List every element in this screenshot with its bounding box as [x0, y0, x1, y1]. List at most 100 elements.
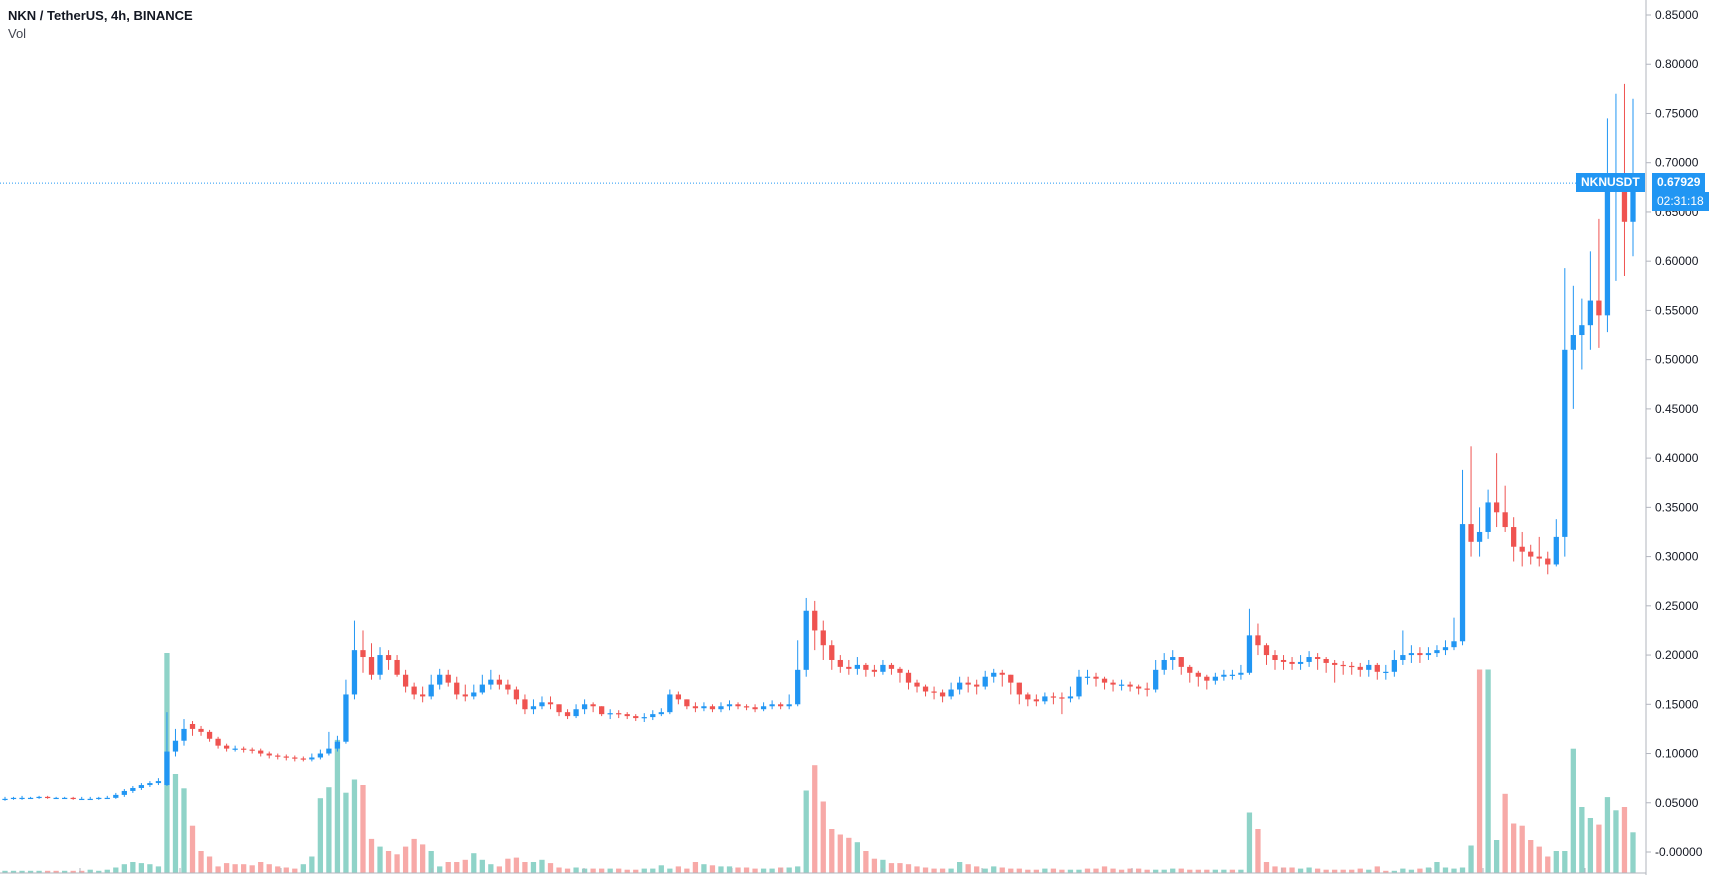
volume-bar	[735, 867, 741, 873]
candle-body	[812, 610, 818, 631]
candle	[829, 640, 835, 670]
volume-bar	[820, 801, 826, 873]
candle	[1246, 608, 1253, 675]
candle	[437, 668, 443, 690]
candle	[1059, 692, 1065, 715]
candle-body	[1238, 672, 1244, 675]
candle-body	[70, 797, 76, 800]
volume-bar	[1204, 869, 1210, 873]
volume-bar	[1101, 866, 1108, 873]
candle	[871, 664, 878, 677]
candle-body	[633, 716, 639, 719]
candle-body	[1391, 659, 1397, 672]
candle-body	[420, 694, 426, 697]
candle	[564, 709, 571, 720]
candle	[454, 676, 460, 700]
volume-bar	[317, 798, 324, 873]
price-tick-label: 0.25000	[1655, 599, 1699, 613]
volume-bar	[1263, 862, 1270, 873]
candle-body	[351, 650, 358, 695]
bar-countdown-badge: 02:31:18	[1652, 192, 1709, 212]
candle	[62, 796, 68, 800]
candle-body	[377, 655, 383, 675]
candle	[641, 713, 647, 723]
candle	[624, 712, 630, 720]
candle	[249, 747, 255, 754]
candle-body	[266, 753, 272, 756]
candle	[121, 788, 127, 797]
candle	[1067, 686, 1074, 703]
candle	[1170, 650, 1176, 670]
candle-body	[334, 741, 341, 749]
candle	[385, 650, 392, 670]
candle-body	[1144, 688, 1150, 690]
candle	[1314, 653, 1321, 670]
candle-body	[624, 714, 630, 717]
volume-bar	[939, 868, 946, 873]
candle-body	[96, 797, 102, 800]
candle	[581, 699, 588, 715]
volume-bar	[326, 787, 332, 873]
candle-body	[888, 664, 895, 669]
candle-body	[1502, 512, 1508, 528]
candle-body	[232, 748, 238, 750]
candle	[1579, 298, 1585, 370]
candle-body	[1519, 546, 1525, 552]
candle	[1332, 659, 1338, 683]
candle	[96, 796, 102, 800]
volume-bar	[1170, 868, 1176, 873]
candle-body	[675, 694, 681, 700]
candle	[1374, 662, 1380, 680]
candle	[343, 679, 349, 744]
volume-bar	[1323, 869, 1329, 873]
volume-bar	[79, 870, 85, 873]
volume-bar	[1391, 870, 1397, 873]
candle	[1536, 536, 1542, 567]
candle	[573, 704, 579, 719]
candle-body	[982, 676, 988, 687]
volume-bar	[641, 868, 647, 873]
candle-body	[1263, 645, 1270, 656]
price-axis[interactable]: 0.850000.800000.750000.700000.650000.600…	[1646, 8, 1703, 859]
volume-bar	[692, 862, 699, 873]
candle	[1195, 670, 1201, 687]
candle	[1110, 679, 1116, 692]
candle-body	[394, 659, 400, 675]
candle	[420, 686, 426, 703]
volume-bar	[121, 864, 127, 873]
candle-body	[871, 669, 878, 672]
volume-bar	[223, 863, 230, 873]
volume-bar	[1383, 870, 1389, 873]
candle	[1408, 645, 1415, 663]
candle-body	[1067, 696, 1074, 699]
candle-body	[1025, 694, 1031, 700]
volume-bar	[1153, 869, 1159, 873]
candle-body	[258, 750, 264, 754]
candle-body	[905, 672, 912, 683]
volume-bar	[206, 856, 213, 873]
candle-body	[948, 689, 954, 697]
candle-body	[590, 704, 596, 707]
volume-bar	[1408, 869, 1415, 873]
candle	[692, 702, 699, 713]
volume-bar	[573, 867, 579, 873]
candle-body	[2, 798, 8, 801]
volume-bar	[1511, 823, 1517, 873]
volume-bar	[155, 866, 162, 873]
volume-indicator-label[interactable]: Vol	[8, 26, 27, 41]
candle-body	[479, 684, 485, 693]
candle-body	[641, 717, 647, 719]
volume-bar	[1229, 869, 1236, 873]
price-tick-label: -0.00000	[1655, 845, 1703, 859]
candle	[778, 702, 784, 710]
volume-bar	[1451, 868, 1457, 873]
candle	[1519, 531, 1525, 567]
candle-body	[317, 753, 324, 758]
candle-body	[1511, 527, 1517, 547]
candle	[1596, 218, 1602, 348]
candle	[44, 795, 51, 799]
volume-bar	[53, 870, 59, 873]
volume-bar	[1033, 869, 1039, 873]
candle	[334, 735, 341, 752]
